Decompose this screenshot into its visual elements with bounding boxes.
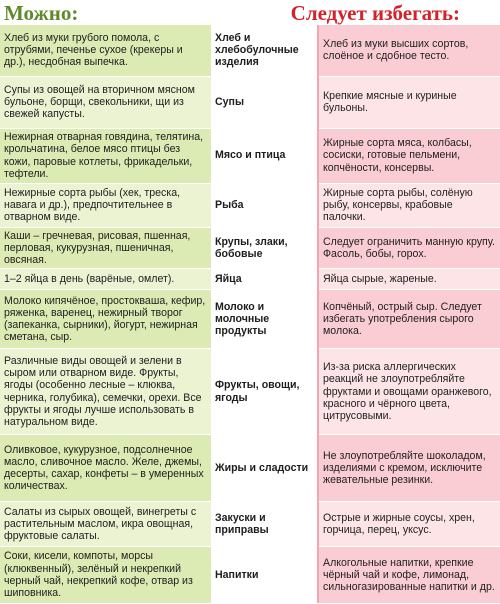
category-cell: Крупы, злаки, бобовые [211, 226, 318, 269]
avoid-foods-cell: Яйца сырые, жареные. [317, 268, 500, 290]
allowed-foods-cell: Оливковое, кукурузное, подсолнечное масл… [0, 434, 211, 502]
allowed-foods-cell: Различные виды овощей и зелени в сыром и… [0, 348, 211, 435]
allowed-foods-cell: Супы из овощей на вторичном мясном бульо… [0, 75, 211, 128]
table-row: 1–2 яйца в день (варёные, омлет). Яйца Я… [0, 268, 500, 290]
table-row: Оливковое, кукурузное, подсолнечное масл… [0, 434, 500, 502]
avoid-foods-cell: Острые и жирные соусы, хрен, горчица, пе… [317, 501, 500, 547]
category-cell: Мясо и птица [211, 127, 318, 183]
table-row: Нежирная отварная говядина, телятина, кр… [0, 127, 500, 183]
diet-table: Хлеб из муки грубого помола, с отрубями,… [0, 25, 500, 603]
category-cell: Фрукты, овощи, ягоды [211, 348, 318, 435]
table-row: Соки, кисели, компоты, морсы (клюквенный… [0, 546, 500, 603]
allowed-heading: Можно: [4, 1, 79, 25]
table-row: Супы из овощей на вторичном мясном бульо… [0, 75, 500, 128]
allowed-foods-cell: Каши – гречневая, рисовая, пшенная, перл… [0, 226, 211, 269]
allowed-foods-cell: Салаты из сырых овощей, винегреты с раст… [0, 501, 211, 547]
category-cell: Рыба [211, 182, 318, 227]
table-row: Нежирные сорта рыбы (хек, треска, навага… [0, 182, 500, 227]
allowed-foods-cell: 1–2 яйца в день (варёные, омлет). [0, 268, 211, 290]
avoid-foods-cell: Из-за риска аллергических реакций не зло… [317, 348, 500, 435]
allowed-foods-cell: Молоко кипячёное, простокваша, кефир, ря… [0, 289, 211, 349]
category-cell: Супы [211, 75, 318, 128]
category-cell: Хлеб и хлебобулочные изделия [211, 25, 318, 76]
table-header: Можно: Следует избегать: [0, 0, 500, 30]
allowed-foods-cell: Соки, кисели, компоты, морсы (клюквенный… [0, 546, 211, 603]
category-cell: Жиры и сладости [211, 434, 318, 502]
avoid-foods-cell: Не злоупотребляйте шоколадом, изделиями … [317, 434, 500, 502]
category-cell: Молоко и молочные продукты [211, 289, 318, 349]
table-row: Каши – гречневая, рисовая, пшенная, перл… [0, 226, 500, 269]
table-row: Хлеб из муки грубого помола, с отрубями,… [0, 25, 500, 76]
avoid-foods-cell: Алкогольные напитки, крепкие чёрный чай … [317, 546, 500, 603]
table-row: Молоко кипячёное, простокваша, кефир, ря… [0, 289, 500, 349]
avoid-foods-cell: Жирные сорта мяса, колбасы, сосиски, гот… [317, 127, 500, 183]
allowed-foods-cell: Нежирные сорта рыбы (хек, треска, навага… [0, 182, 211, 227]
table-row: Различные виды овощей и зелени в сыром и… [0, 348, 500, 435]
table-row: Салаты из сырых овощей, винегреты с раст… [0, 501, 500, 547]
avoid-heading: Следует избегать: [290, 1, 460, 25]
avoid-foods-cell: Хлеб из муки высших сортов, слоёное и сд… [317, 25, 500, 76]
avoid-foods-cell: Жирные сорта рыбы, солёную рыбу, консерв… [317, 182, 500, 227]
category-cell: Яйца [211, 268, 318, 290]
avoid-foods-cell: Копчёный, острый сыр. Следует избегать у… [317, 289, 500, 349]
avoid-foods-cell: Крепкие мясные и куриные бульоны. [317, 75, 500, 128]
category-cell: Закуски и приправы [211, 501, 318, 547]
allowed-foods-cell: Нежирная отварная говядина, телятина, кр… [0, 127, 211, 183]
avoid-foods-cell: Следует ограничить манную крупу. Фасоль,… [317, 226, 500, 269]
allowed-foods-cell: Хлеб из муки грубого помола, с отрубями,… [0, 25, 211, 76]
category-cell: Напитки [211, 546, 318, 603]
